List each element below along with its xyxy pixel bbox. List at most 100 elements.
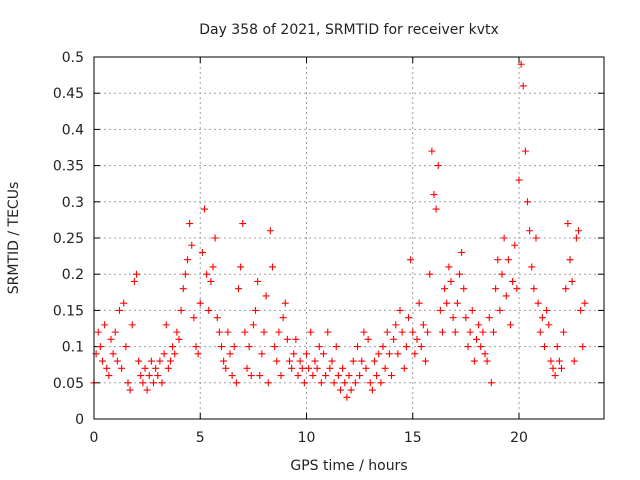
data-point xyxy=(428,147,436,155)
data-point xyxy=(560,328,568,336)
data-point xyxy=(232,379,240,387)
y-tick-label: 0.35 xyxy=(53,159,84,175)
data-point xyxy=(581,299,589,307)
data-point xyxy=(286,357,293,365)
data-point xyxy=(324,328,332,336)
data-point xyxy=(555,357,563,365)
data-point xyxy=(109,350,117,358)
data-point xyxy=(347,386,355,394)
data-point xyxy=(290,350,298,358)
data-point xyxy=(320,350,327,358)
data-point xyxy=(392,321,400,329)
data-point xyxy=(564,220,572,228)
data-point xyxy=(436,306,444,314)
data-point xyxy=(513,285,521,293)
data-point xyxy=(113,357,121,365)
data-point xyxy=(245,343,253,351)
data-point xyxy=(303,350,310,358)
data-point xyxy=(507,321,514,329)
data-point xyxy=(362,364,370,372)
data-point xyxy=(205,306,213,314)
data-point xyxy=(519,82,527,90)
data-point xyxy=(145,372,153,380)
data-point xyxy=(356,372,364,380)
data-point xyxy=(345,372,353,380)
data-point xyxy=(551,372,559,380)
data-point xyxy=(186,220,194,228)
data-point xyxy=(190,314,198,322)
data-point xyxy=(530,285,538,293)
x-tick-label: 5 xyxy=(196,430,205,446)
y-tick-label: 0.45 xyxy=(53,86,84,102)
y-tick-label: 0.15 xyxy=(53,303,84,319)
data-point xyxy=(473,335,480,343)
data-point xyxy=(326,364,334,372)
data-point xyxy=(126,386,134,394)
data-point xyxy=(402,343,410,351)
data-point xyxy=(247,372,255,380)
data-point xyxy=(101,321,109,329)
data-point xyxy=(192,343,200,351)
data-point xyxy=(504,256,512,264)
data-point xyxy=(541,343,548,351)
data-point xyxy=(445,263,453,271)
y-tick-label: 0.1 xyxy=(62,340,84,356)
data-point xyxy=(449,314,457,322)
chart-title: Day 358 of 2021, SRMTID for receiver kvt… xyxy=(199,22,499,38)
data-point xyxy=(332,343,340,351)
data-point xyxy=(547,357,555,365)
data-point xyxy=(568,277,576,285)
data-point xyxy=(305,364,313,372)
data-point xyxy=(177,306,185,314)
data-point xyxy=(317,379,325,387)
data-point xyxy=(130,277,138,285)
data-point xyxy=(494,256,502,264)
data-point xyxy=(419,321,427,329)
data-point xyxy=(296,357,304,365)
data-point xyxy=(549,364,557,372)
data-point xyxy=(137,372,145,380)
data-point xyxy=(266,227,274,235)
data-point xyxy=(116,306,123,314)
data-point xyxy=(424,328,432,336)
y-tick-label: 0.25 xyxy=(53,231,84,247)
tick-labels: 0 0.05 0.1 0.15 0.2 0.25 0.3 0.35 0.4 0.45 0.5 0 5 10… xyxy=(53,50,604,446)
data-point xyxy=(122,343,130,351)
data-point xyxy=(526,227,534,235)
data-point xyxy=(237,263,245,271)
data-point xyxy=(536,328,544,336)
data-point xyxy=(498,270,506,278)
data-point xyxy=(577,306,585,314)
data-point xyxy=(169,343,177,351)
data-point xyxy=(409,328,417,336)
data-point xyxy=(269,263,276,271)
data-point xyxy=(570,357,578,365)
data-point xyxy=(133,270,140,278)
data-point xyxy=(135,357,143,365)
data-point xyxy=(207,277,215,285)
data-point xyxy=(349,357,357,365)
data-point xyxy=(398,328,406,336)
y-tick-label: 0.3 xyxy=(62,195,84,211)
data-point xyxy=(103,364,111,372)
data-point xyxy=(456,270,463,278)
data-point xyxy=(553,343,561,351)
data-point xyxy=(94,328,102,336)
data-point xyxy=(366,379,374,387)
data-point xyxy=(481,350,489,358)
data-point xyxy=(196,299,204,307)
data-point xyxy=(254,277,262,285)
y-tick-label: 0 xyxy=(75,412,84,428)
data-point xyxy=(158,379,166,387)
data-point xyxy=(139,379,147,387)
data-point xyxy=(572,234,580,242)
data-point xyxy=(532,234,540,242)
data-point xyxy=(198,248,206,256)
data-point xyxy=(575,227,582,235)
data-point xyxy=(354,343,361,351)
data-point xyxy=(107,335,115,343)
data-point xyxy=(201,205,208,213)
data-point xyxy=(470,357,478,365)
data-point xyxy=(188,241,196,249)
data-point xyxy=(194,350,202,358)
